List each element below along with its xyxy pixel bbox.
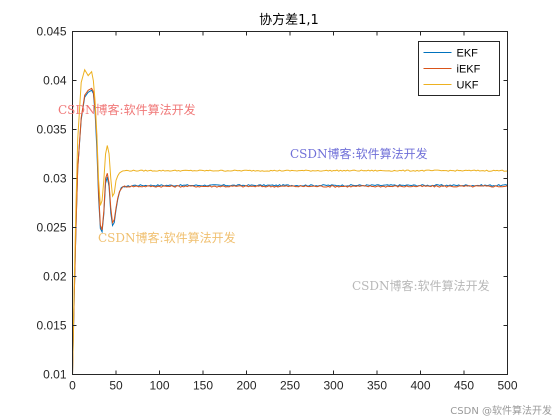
y-tick-label: 0.04 — [43, 74, 67, 88]
y-tick-label: 0.025 — [36, 221, 66, 235]
x-tick-label: 100 — [149, 379, 169, 393]
chart-title: 协方差1,1 — [259, 12, 319, 28]
y-tick-label: 0.035 — [36, 123, 66, 137]
x-tick-label: 250 — [280, 379, 300, 393]
x-tick-label: 0 — [69, 379, 76, 393]
series-layer — [72, 68, 508, 375]
watermark-3: CSDN博客:软件算法开发 — [98, 230, 236, 245]
x-tick-label: 450 — [454, 379, 474, 393]
legend-label-ekf: EKF — [457, 48, 479, 60]
y-tick-label: 0.03 — [43, 172, 67, 186]
series-line-iekf — [72, 87, 508, 375]
y-axis: 0.01 0.015 0.02 0.025 0.03 0.035 0.04 0.045 — [36, 25, 508, 382]
legend: EKF iEKF UKF — [418, 41, 500, 96]
x-tick-label: 50 — [109, 379, 123, 393]
y-tick-label: 0.045 — [36, 25, 66, 39]
x-tick-label: 500 — [497, 379, 517, 393]
x-tick-label: 350 — [367, 379, 387, 393]
x-tick-label: 300 — [323, 379, 343, 393]
series-line-ukf — [72, 68, 508, 375]
x-tick-label: 200 — [236, 379, 256, 393]
y-tick-label: 0.01 — [43, 368, 67, 382]
footer-watermark: CSDN @软件算法开发 — [450, 404, 552, 417]
x-tick-label: 150 — [193, 379, 213, 393]
x-axis: 0 50 100 150 200 250 300 350 400 450 500 — [69, 31, 518, 393]
y-tick-label: 0.02 — [43, 270, 67, 284]
legend-label-ukf: UKF — [457, 80, 479, 92]
watermark-1: CSDN博客:软件算法开发 — [58, 102, 196, 117]
x-tick-label: 400 — [410, 379, 430, 393]
watermark-4: CSDN博客:软件算法开发 — [352, 278, 490, 293]
y-tick-label: 0.015 — [36, 319, 66, 333]
watermark-2: CSDN博客:软件算法开发 — [290, 146, 428, 161]
legend-label-iekf: iEKF — [457, 64, 481, 76]
